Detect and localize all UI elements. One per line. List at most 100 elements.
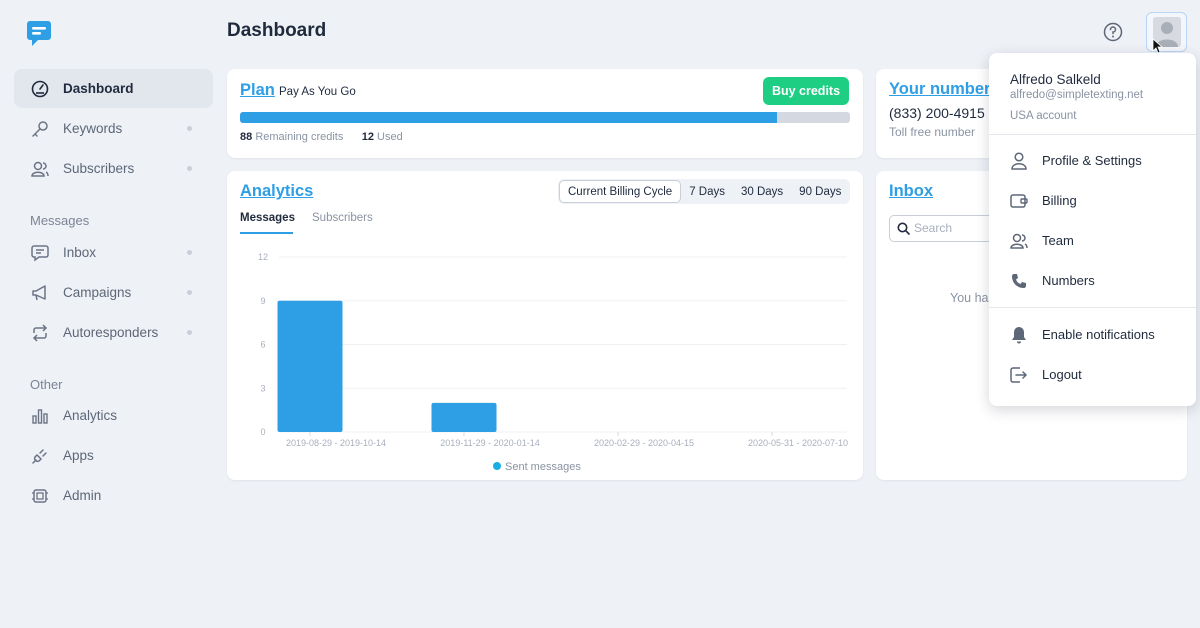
y-tick-label: 9: [260, 296, 265, 306]
sidebar-item-campaigns[interactable]: Campaigns: [14, 273, 213, 312]
status-dot: [187, 290, 192, 295]
help-icon[interactable]: [1103, 22, 1123, 42]
sidebar-item-apps[interactable]: Apps: [14, 436, 213, 475]
menu-item-team[interactable]: Team: [989, 224, 1196, 258]
chip-icon: [29, 485, 51, 507]
analytics-title-link[interactable]: Analytics: [240, 182, 314, 200]
status-dot: [187, 126, 192, 131]
remaining-credits-count: 88: [240, 131, 253, 143]
your-number-title-link[interactable]: Your number: [889, 80, 991, 98]
analytics-card: 0 3 6 9 12 2019-08-29 - 2019-10-14 2019-11-29 …: [227, 171, 863, 480]
menu-divider: [989, 307, 1196, 308]
user-name: Alfredo Salkeld: [1010, 72, 1101, 87]
sidebar-item-label: Admin: [63, 488, 102, 503]
inbox-search-input[interactable]: [914, 221, 1004, 235]
buy-credits-button[interactable]: Buy credits: [763, 77, 849, 105]
section-label-messages: Messages: [30, 213, 90, 228]
credits-progress-bar: [240, 112, 850, 123]
plug-icon: [29, 445, 51, 467]
credits-summary: 88 Remaining credits 12 Used: [240, 131, 403, 143]
sidebar-item-keywords[interactable]: Keywords: [14, 109, 213, 148]
mouse-cursor-icon: [1152, 38, 1164, 54]
sidebar-item-autoresponders[interactable]: Autoresponders: [14, 313, 213, 352]
avatar: [1152, 17, 1181, 47]
remaining-credits-label: Remaining credits: [255, 131, 344, 143]
menu-item-label: Billing: [1042, 193, 1077, 208]
x-tick-label: 2019-08-29 - 2019-10-14: [286, 438, 386, 448]
sidebar-item-label: Subscribers: [63, 161, 135, 176]
inbox-title-link[interactable]: Inbox: [889, 182, 933, 200]
menu-item-enable-notifications[interactable]: Enable notifications: [989, 318, 1196, 352]
key-icon: [29, 118, 51, 140]
phone-icon: [1009, 272, 1029, 290]
x-tick-label: 2019-11-29 - 2020-01-14: [440, 438, 539, 448]
range-selector: Current Billing Cycle 7 Days 30 Days 90 …: [558, 179, 851, 204]
search-icon: [897, 222, 910, 235]
menu-item-label: Team: [1042, 233, 1074, 248]
logout-icon: [1009, 366, 1029, 384]
plan-card: Plan Pay As You Go Buy credits 88 Remain…: [227, 69, 863, 158]
menu-item-label: Profile & Settings: [1042, 153, 1142, 168]
range-7-days[interactable]: 7 Days: [689, 185, 725, 198]
status-dot: [187, 250, 192, 255]
range-90-days[interactable]: 90 Days: [799, 185, 842, 198]
simpletexting-logo[interactable]: [26, 20, 52, 48]
sidebar-item-label: Inbox: [63, 245, 97, 260]
user-icon: [1009, 152, 1029, 170]
menu-divider: [989, 134, 1196, 135]
sidebar-item-label: Analytics: [63, 408, 118, 423]
menu-item-logout[interactable]: Logout: [989, 358, 1196, 392]
sidebar-item-subscribers[interactable]: Subscribers: [14, 149, 213, 188]
sidebar-item-label: Autoresponders: [63, 325, 159, 340]
user-account: USA account: [1010, 110, 1077, 122]
menu-item-profile-settings[interactable]: Profile & Settings: [989, 144, 1196, 178]
sidebar-item-label: Apps: [63, 448, 94, 463]
sidebar-item-analytics[interactable]: Analytics: [14, 396, 213, 435]
bar: [277, 300, 343, 432]
plan-title-link[interactable]: Plan: [240, 81, 275, 99]
status-dot: [187, 330, 192, 335]
menu-item-billing[interactable]: Billing: [989, 184, 1196, 218]
sidebar-item-label: Keywords: [63, 121, 123, 136]
sidebar-item-inbox[interactable]: Inbox: [14, 233, 213, 272]
dashboard-icon: [29, 78, 51, 100]
legend-label: Sent messages: [505, 461, 581, 473]
tab-subscribers[interactable]: Subscribers: [312, 212, 373, 224]
plan-name: Pay As You Go: [279, 86, 356, 98]
y-tick-label: 0: [260, 427, 265, 437]
y-tick-label: 6: [260, 340, 265, 350]
legend-swatch: [493, 462, 501, 470]
section-label-other: Other: [30, 377, 63, 392]
wallet-icon: [1009, 192, 1029, 210]
menu-item-label: Logout: [1042, 367, 1082, 382]
sent-messages-chart: 0 3 6 9 12 2019-08-29 - 2019-10-14 2019-11-29 …: [258, 252, 848, 473]
sidebar: Dashboard Keywords Subscribers Messages …: [0, 0, 220, 628]
bar: [431, 402, 497, 432]
number-type: Toll free number: [889, 125, 976, 139]
range-current-billing-cycle[interactable]: Current Billing Cycle: [559, 180, 682, 203]
sidebar-item-admin[interactable]: Admin: [14, 476, 213, 515]
avatar-button[interactable]: [1146, 12, 1187, 52]
inbox-empty-text: You ha: [950, 291, 989, 305]
repeat-icon: [29, 322, 51, 344]
tab-messages[interactable]: Messages: [240, 212, 295, 224]
used-credits-label: Used: [377, 131, 403, 143]
user-menu-dropdown: Alfredo Salkeld alfredo@simpletexting.ne…: [989, 53, 1196, 406]
used-credits-count: 12: [361, 131, 374, 143]
megaphone-icon: [29, 282, 51, 304]
menu-item-numbers[interactable]: Numbers: [989, 264, 1196, 298]
users-icon: [29, 158, 51, 180]
sidebar-item-dashboard[interactable]: Dashboard: [14, 69, 213, 108]
team-icon: [1009, 232, 1029, 250]
status-dot: [187, 166, 192, 171]
sidebar-item-label: Dashboard: [63, 81, 134, 96]
y-tick-label: 3: [260, 383, 265, 393]
menu-item-label: Numbers: [1042, 273, 1095, 288]
message-icon: [29, 242, 51, 264]
bar-chart-icon: [29, 405, 51, 427]
range-30-days[interactable]: 30 Days: [740, 185, 784, 198]
y-tick-label: 12: [258, 252, 268, 262]
menu-item-label: Enable notifications: [1042, 327, 1155, 342]
page-title: Dashboard: [227, 20, 327, 41]
sidebar-item-label: Campaigns: [63, 285, 132, 300]
